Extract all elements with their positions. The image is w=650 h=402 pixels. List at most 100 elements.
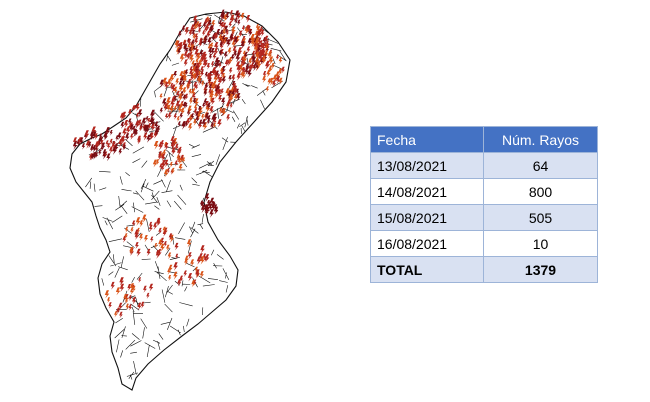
lightning-strike-icon — [268, 65, 273, 73]
lightning-strike-icon — [169, 161, 173, 168]
lightning-strike-icon — [158, 239, 163, 248]
lightning-strike-icon — [229, 103, 233, 109]
lightning-strike-icon — [193, 23, 198, 31]
lightning-strike-icon — [186, 82, 191, 90]
lightning-strike-icon — [198, 41, 203, 48]
lightning-strike-icon — [231, 39, 237, 49]
lightning-strike-icon — [187, 79, 192, 87]
lightning-strike-icon — [191, 280, 196, 288]
lightning-strike-icon — [198, 253, 204, 261]
lightning-strike-icon — [204, 59, 208, 67]
lightning-strike-icon — [188, 29, 193, 37]
lightning-strike-icon — [173, 271, 178, 280]
lightning-strike-icon — [149, 221, 153, 229]
row-date: 16/08/2021 — [370, 230, 484, 257]
lightning-strike-icon — [219, 107, 223, 115]
lightning-strike-icon — [207, 200, 211, 206]
lightning-strike-icon — [187, 105, 192, 114]
lightning-strike-icon — [101, 142, 106, 150]
lightning-strike-icon — [94, 133, 98, 141]
lightning-strike-icon — [261, 56, 267, 65]
lightning-strike-icon — [259, 26, 263, 33]
lightning-strike-icon — [269, 77, 274, 86]
lightning-strike-icon — [92, 131, 97, 140]
lightning-strike-icon — [267, 51, 273, 60]
lightning-strike-icon — [166, 97, 171, 106]
lightning-strike-icon — [244, 67, 250, 76]
lightning-strike-icon — [128, 304, 132, 311]
lightning-strike-icon — [227, 47, 232, 55]
lightning-strike-icon — [192, 45, 196, 52]
lightning-strike-icon — [248, 38, 252, 45]
lightning-strike-icon — [272, 80, 277, 88]
lightning-strike-icon — [194, 104, 198, 111]
lightning-strike-icon — [115, 287, 121, 296]
lightning-strike-icon — [276, 76, 281, 85]
row-date: 14/08/2021 — [370, 178, 484, 205]
lightning-strike-icon — [119, 283, 125, 293]
row-count: 505 — [483, 204, 598, 231]
lightning-strike-icon — [184, 27, 189, 36]
lightning-strike-icon — [207, 72, 211, 79]
lightning-strike-icon — [173, 71, 178, 78]
lightning-strike-icon — [123, 120, 129, 129]
lightning-strike-icon — [211, 114, 216, 124]
lightning-strike-icon — [164, 82, 169, 90]
lightning-strike-icon — [242, 50, 246, 57]
lightning-strike-icon — [125, 226, 129, 233]
lightning-strike-icon — [209, 197, 215, 206]
lightning-strike-icon — [176, 154, 180, 161]
lightning-strike-icon — [256, 30, 261, 38]
lightning-strike-icon — [105, 140, 109, 147]
table-total-row: TOTAL 1379 — [370, 256, 598, 283]
lightning-strike-icon — [190, 259, 195, 267]
lightning-strike-icon — [245, 63, 250, 71]
lightning-strike-icon — [281, 66, 285, 74]
lightning-strike-icon — [170, 99, 175, 108]
lightning-strike-icon — [195, 70, 200, 79]
lightning-strike-icon — [190, 41, 194, 49]
lightning-strike-icon — [255, 57, 259, 65]
lightning-strike-icon — [213, 71, 218, 79]
lightning-strike-icon — [225, 88, 230, 97]
lightning-strike-icon — [271, 62, 275, 70]
lightning-strike-icon — [180, 154, 184, 161]
lightning-strike-icon — [247, 69, 252, 78]
lightning-strike-icon — [229, 15, 235, 24]
lightning-strike-icon — [133, 105, 137, 111]
lightning-strike-icon — [132, 128, 138, 138]
table-header-row: Fecha Núm. Rayos — [370, 126, 598, 153]
lightning-strike-icon — [220, 88, 224, 95]
lightning-strike-icon — [177, 48, 181, 55]
lightning-strike-icon — [264, 35, 269, 44]
lightning-strike-icon — [162, 149, 167, 156]
row-count: 64 — [483, 152, 598, 179]
lightning-strike-icon — [235, 61, 241, 70]
lightning-strike-icon — [192, 93, 196, 100]
lightning-strike-icon — [255, 51, 260, 61]
lightning-strike-icon — [216, 74, 221, 81]
lightning-strike-icon — [198, 106, 202, 113]
lightning-strike-icon — [146, 292, 150, 299]
lightning-strike-icon — [204, 18, 209, 26]
lightning-strike-icon — [168, 264, 173, 273]
lightning-strike-icon — [76, 139, 81, 147]
lightning-strike-icon — [216, 29, 221, 37]
lightning-strike-icon — [204, 112, 210, 122]
lightning-strike-icon — [258, 49, 263, 57]
lightning-strike-icon — [176, 116, 180, 122]
lightning-strike-icon — [179, 102, 184, 109]
lightning-strike-icon — [228, 75, 232, 82]
lightning-strike-icon — [261, 50, 266, 59]
lightning-strike-icon — [173, 262, 178, 271]
lightning-strike-icon — [174, 40, 179, 49]
lightning-strike-icon — [149, 283, 154, 292]
lightning-strike-icon — [182, 87, 187, 95]
lightning-strike-icon — [205, 23, 210, 32]
lightning-strike-icon — [163, 241, 168, 248]
lightning-strike-icon — [250, 62, 255, 69]
lightning-strike-icon — [129, 247, 134, 255]
lightning-strike-icon — [118, 148, 123, 156]
lightning-strike-icon — [198, 121, 203, 130]
lightning-strike-icon — [187, 273, 193, 282]
